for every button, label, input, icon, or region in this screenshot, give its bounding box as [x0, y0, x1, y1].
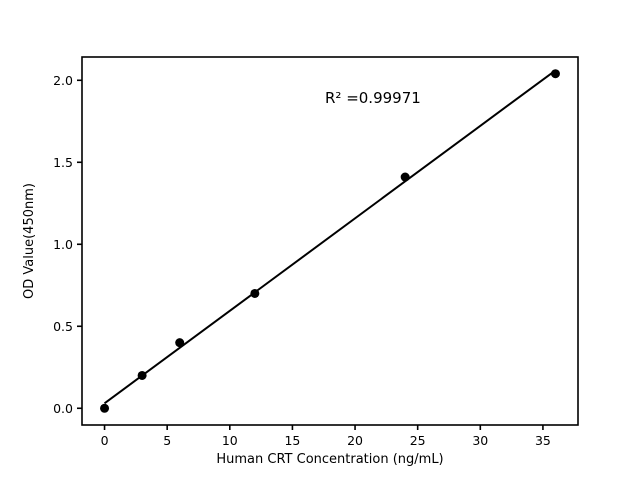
x-tick-label: 20	[347, 433, 363, 448]
y-tick-label: 0.0	[53, 401, 73, 416]
axis-tick-labels: 0 5 10 15 20 25 30 35 0.0 0.5 1.0 1.5 2.0	[53, 73, 551, 448]
data-point	[137, 370, 147, 380]
y-tick-label: 0.5	[53, 319, 73, 334]
data-point	[100, 403, 110, 413]
x-axis-label: Human CRT Concentration (ng/mL)	[216, 452, 443, 467]
x-tick-label: 10	[222, 433, 238, 448]
x-tick-label: 5	[163, 433, 171, 448]
axis-ticks	[77, 79, 544, 430]
x-tick-label: 35	[535, 433, 551, 448]
fit-line	[103, 69, 557, 405]
y-tick-label: 2.0	[53, 73, 73, 88]
data-point	[250, 288, 260, 298]
y-tick-label: 1.5	[53, 155, 73, 170]
x-tick-label: 25	[410, 433, 426, 448]
x-tick-label: 30	[472, 433, 488, 448]
data-point	[175, 338, 185, 348]
data-point	[400, 172, 410, 182]
y-tick-label: 1.0	[53, 237, 73, 252]
x-tick-label: 15	[284, 433, 300, 448]
data-points	[100, 69, 560, 413]
y-axis-label: OD Value(450nm)	[22, 183, 37, 299]
plot-border	[81, 56, 579, 426]
r-squared-annotation: R² =0.99971	[325, 89, 421, 107]
x-tick-label: 0	[101, 433, 109, 448]
data-point	[550, 69, 560, 79]
